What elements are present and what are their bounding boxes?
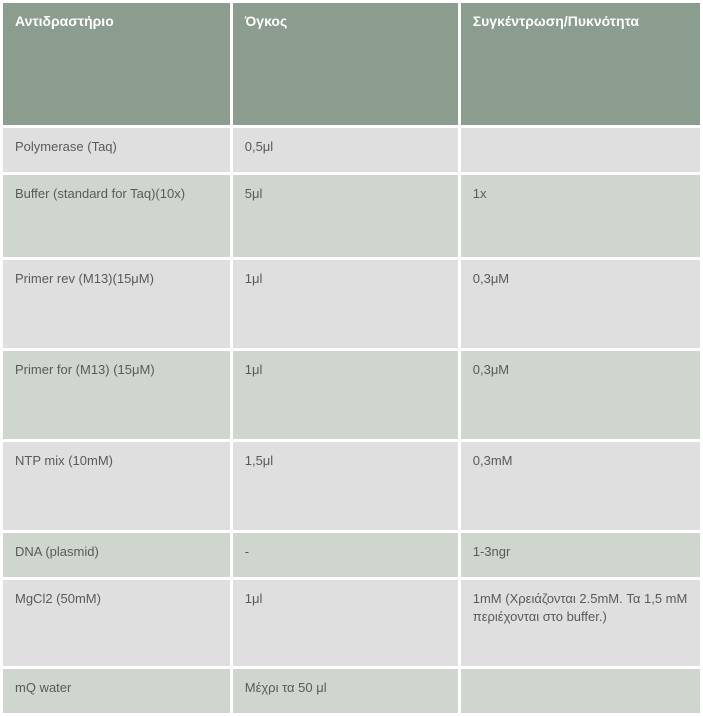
table-row: mQ water Μέχρι τα 50 μl [3,669,700,713]
cell-volume: 1μl [233,351,458,439]
cell-volume: 1,5μl [233,442,458,530]
cell-reagent: mQ water [3,669,230,713]
cell-reagent: Primer rev (M13)(15μΜ) [3,260,230,348]
cell-concentration: 0,3μΜ [461,351,700,439]
cell-concentration [461,669,700,713]
col-header-volume: Όγκος [233,3,458,125]
cell-reagent: NTP mix (10mM) [3,442,230,530]
cell-concentration: 1-3ngr [461,533,700,577]
cell-volume: - [233,533,458,577]
cell-concentration: 1mM (Χρειάζονται 2.5mM. Τα 1,5 mM περιέχ… [461,580,700,666]
cell-reagent: Buffer (standard for Taq)(10x) [3,175,230,257]
cell-concentration [461,128,700,172]
cell-concentration: 0,3mM [461,442,700,530]
cell-concentration: 0,3μΜ [461,260,700,348]
cell-volume: 1μl [233,260,458,348]
table-row: MgCl2 (50mM) 1μl 1mM (Χρειάζονται 2.5mM.… [3,580,700,666]
cell-volume: 1μl [233,580,458,666]
col-header-concentration: Συγκέντρωση/Πυκνότητα [461,3,700,125]
table-row: Primer for (M13) (15μΜ) 1μl 0,3μΜ [3,351,700,439]
table-header-row: Αντιδραστήριο Όγκος Συγκέντρωση/Πυκνότητ… [3,3,700,125]
cell-volume: 0,5μl [233,128,458,172]
cell-reagent: Polymerase (Taq) [3,128,230,172]
col-header-reagent: Αντιδραστήριο [3,3,230,125]
table-row: Buffer (standard for Taq)(10x) 5μl 1x [3,175,700,257]
table-row: NTP mix (10mM) 1,5μl 0,3mM [3,442,700,530]
cell-reagent: DNA (plasmid) [3,533,230,577]
cell-reagent: MgCl2 (50mM) [3,580,230,666]
cell-reagent: Primer for (M13) (15μΜ) [3,351,230,439]
cell-volume: Μέχρι τα 50 μl [233,669,458,713]
table-row: Polymerase (Taq) 0,5μl [3,128,700,172]
table-row: Primer rev (M13)(15μΜ) 1μl 0,3μΜ [3,260,700,348]
cell-concentration: 1x [461,175,700,257]
pcr-reagents-table: Αντιδραστήριο Όγκος Συγκέντρωση/Πυκνότητ… [0,0,703,716]
cell-volume: 5μl [233,175,458,257]
table-row: DNA (plasmid) - 1-3ngr [3,533,700,577]
